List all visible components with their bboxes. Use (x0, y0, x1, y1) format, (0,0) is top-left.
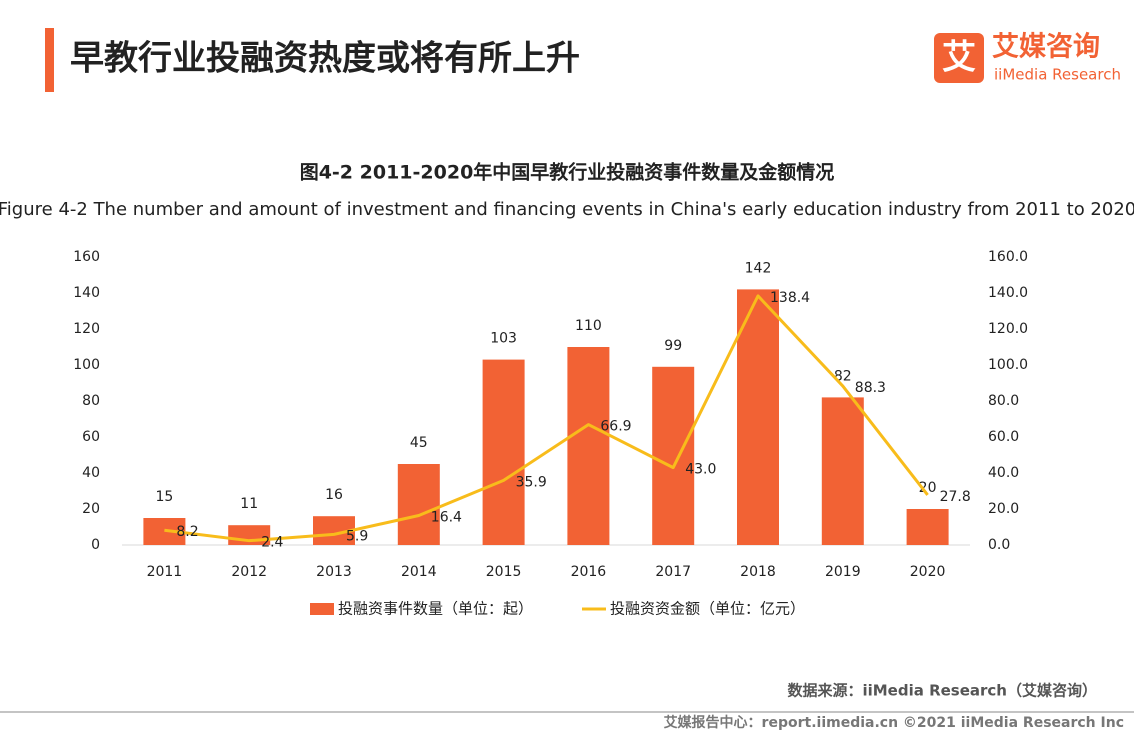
line-label: 8.2 (176, 524, 198, 540)
y-tick-label: 60 (82, 429, 100, 445)
x-tick-label: 2015 (486, 564, 522, 580)
bar (567, 347, 610, 545)
y-tick-label: 80 (82, 393, 100, 409)
x-tick-label: 2019 (825, 564, 861, 580)
y-tick-label: 120 (73, 321, 100, 337)
line-label: 138.4 (770, 290, 810, 306)
bar-label: 15 (155, 489, 173, 505)
x-tick-label: 2013 (316, 564, 352, 580)
legend-swatch (310, 603, 334, 615)
bar-label: 142 (745, 260, 772, 276)
line-label: 5.9 (346, 528, 368, 544)
line-label: 2.4 (261, 535, 283, 551)
y2-tick-label: 160.0 (988, 249, 1028, 265)
y2-tick-label: 20.0 (988, 501, 1019, 517)
y2-tick-label: 100.0 (988, 357, 1028, 373)
line-label: 88.3 (855, 380, 886, 396)
bar-label: 20 (919, 480, 937, 496)
logo-en: iiMedia Research (994, 66, 1121, 84)
bar-label: 16 (325, 487, 343, 503)
bar (482, 359, 525, 545)
logo-icon (934, 33, 984, 83)
y2-tick-label: 40.0 (988, 465, 1019, 481)
y2-tick-label: 80.0 (988, 393, 1019, 409)
bar (737, 289, 779, 545)
y-tick-label: 140 (73, 285, 100, 301)
x-tick-label: 2011 (147, 564, 183, 580)
bar-label: 103 (490, 331, 517, 347)
y2-tick-label: 60.0 (988, 429, 1019, 445)
y2-tick-label: 140.0 (988, 285, 1028, 301)
line-label: 27.8 (940, 489, 971, 505)
logo-cn: 艾媒咨询 (992, 31, 1100, 63)
page-title: 早教行业投融资热度或将有所上升 (70, 39, 580, 79)
bar (652, 366, 695, 545)
bar-label: 82 (834, 368, 852, 384)
bar (821, 397, 864, 545)
x-tick-label: 2020 (910, 564, 946, 580)
x-tick-label: 2012 (231, 564, 267, 580)
chart-subtitle: Figure 4-2 The number and amount of inve… (0, 199, 1134, 220)
title-accent (45, 28, 54, 92)
line (164, 294, 929, 543)
legend-label: 投融资事件数量（单位：起） (338, 600, 533, 618)
logo-mark: 艾 (942, 38, 976, 78)
x-tick-label: 2016 (571, 564, 607, 580)
y-tick-label: 100 (73, 357, 100, 373)
y2-tick-label: 0.0 (988, 537, 1010, 553)
x-tick-label: 2017 (655, 564, 691, 580)
bar (906, 509, 949, 545)
bar (397, 464, 440, 545)
line-label: 35.9 (516, 474, 547, 490)
y-tick-label: 20 (82, 501, 100, 517)
line-label: 66.9 (600, 419, 631, 435)
line-label: 43.0 (685, 462, 716, 478)
y-tick-label: 40 (82, 465, 100, 481)
source: 数据来源：iiMedia Research（艾媒咨询） (787, 682, 1097, 700)
chart-title: 图4-2 2011-2020年中国早教行业投融资事件数量及金额情况 (300, 161, 835, 184)
x-tick-label: 2018 (740, 564, 776, 580)
bar-label: 11 (240, 496, 258, 512)
bar-label: 110 (575, 318, 602, 334)
legend-label: 投融资资金额（单位：亿元） (610, 600, 805, 618)
bar-label: 99 (664, 338, 682, 354)
y2-tick-label: 120.0 (988, 321, 1028, 337)
footer: 艾媒报告中心：report.iimedia.cn ©2021 iiMedia R… (664, 714, 1124, 731)
bar-label: 45 (410, 435, 428, 451)
y-tick-label: 160 (73, 249, 100, 265)
y-tick-label: 0 (91, 537, 100, 553)
x-tick-label: 2014 (401, 564, 437, 580)
line-label: 16.4 (431, 509, 462, 525)
